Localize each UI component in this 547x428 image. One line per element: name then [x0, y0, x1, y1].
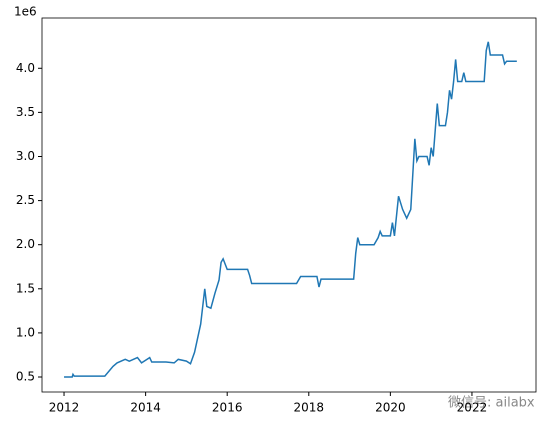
x-tick-label: 2012	[49, 401, 80, 415]
y-tick-label: 4.0	[16, 61, 35, 75]
x-tick-label: 2022	[457, 401, 488, 415]
line	[64, 41, 517, 378]
x-tick-label: 2020	[375, 401, 406, 415]
y-tick-label: 1.5	[16, 281, 35, 295]
y-tick-label: 1.0	[16, 325, 35, 339]
y-tick-label: 2.5	[16, 193, 35, 207]
plot-frame	[41, 17, 537, 393]
watermark: 微信号: ailabx	[448, 396, 535, 411]
x-tick-label: 2014	[130, 401, 161, 415]
x-tick-label: 2016	[212, 401, 243, 415]
y-tick-label: 2.0	[16, 237, 35, 251]
y-tick-label: 3.0	[16, 149, 35, 163]
y-tick-label: 3.5	[16, 105, 35, 119]
x-tick-label: 2018	[294, 401, 325, 415]
y-offset-label: 1e6	[14, 5, 37, 19]
y-tick-label: 0.5	[16, 370, 35, 384]
